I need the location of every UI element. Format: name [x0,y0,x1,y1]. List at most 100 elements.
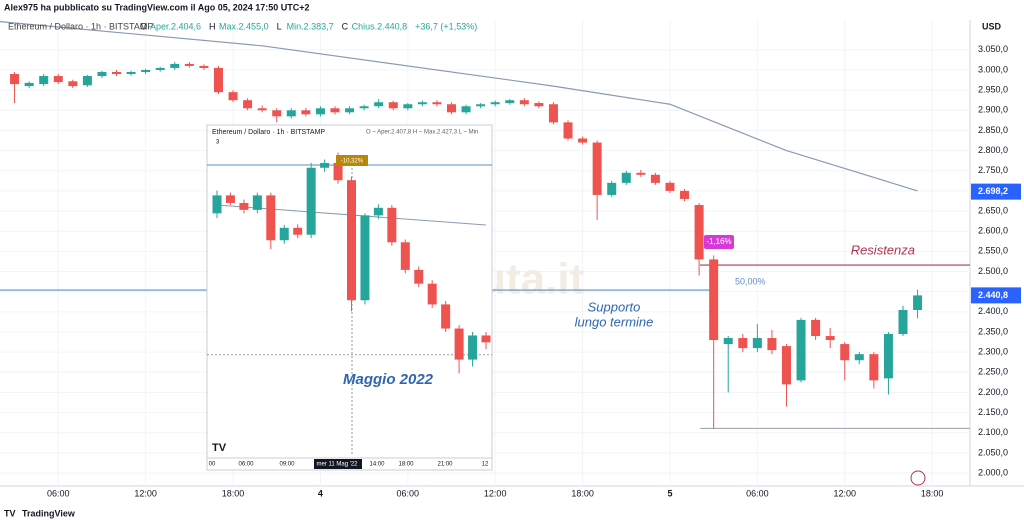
y-tick-label: 2.950,0 [978,85,1008,95]
inset-candle-body [306,167,316,235]
x-tick-label: 4 [318,488,323,498]
inset-x-tick-label: 12 [482,462,489,468]
inset-candle-body [360,215,370,301]
candle-body [723,338,733,345]
symbol: Ethereum / Dollaro · 1h · BITSTAMP [8,21,153,31]
candle-body [650,174,660,183]
candle-body [184,63,194,66]
candle-body [301,110,311,115]
inset-x-tick-label: 14:00 [369,462,385,468]
inset-x-highlight [314,459,362,469]
last-price-tag: 2.440,8 [978,290,1008,300]
y-tick-label: 2.500,0 [978,266,1008,276]
y-tick-label: 2.750,0 [978,165,1008,175]
candle-body [359,106,369,109]
candle-body [811,319,821,337]
inset-chart: Ethereum / Dollaro · 1h · BITSTAMP O ~ Ap… [206,124,493,471]
candle-body [257,108,267,111]
y-tick-label: 2.600,0 [978,226,1008,236]
candle-body [752,338,762,349]
inset-candle-body [212,195,222,214]
candle-body [781,346,791,385]
inset-candle-body [320,162,330,168]
candle-body [461,106,471,113]
ohlc-value: Max.2.455,0 [219,21,269,31]
candle-body [97,71,107,77]
candle-body [199,65,209,68]
inset-candle-body [266,195,276,241]
candle-body [636,172,646,175]
inset-annotation: Maggio 2022 [343,371,434,388]
y-tick-label: 2.800,0 [978,145,1008,155]
inset-pct: -10,32% [341,159,364,165]
inset-candle-body [225,195,235,203]
y-tick-label: 2.900,0 [978,105,1008,115]
candle-body [534,103,544,107]
candle-body [403,104,413,109]
candle-body [767,338,777,351]
drop-tag: -1,16% [706,237,731,246]
inset-x-tick-label: 21:00 [437,462,453,468]
x-tick-label: 12:00 [484,488,507,498]
ma-price-tag-bg [971,183,1021,200]
candle-body [24,82,34,87]
candle-body [141,69,151,72]
y-tick-label: 3.000,0 [978,64,1008,74]
candle-body [869,354,879,381]
y-tick-label: 2.250,0 [978,367,1008,377]
y-tick-label: 2.550,0 [978,246,1008,256]
candle-body [374,102,384,107]
candle-body [563,122,573,139]
candle-body [490,102,500,105]
candle-body [112,71,122,75]
candle-body [447,104,457,113]
candle-body [126,71,136,75]
inset-candle-body [347,180,356,301]
inset-candle-body [252,195,262,210]
ohlc-key: O [140,21,147,31]
ohlc-key: H [209,21,216,31]
y-tick-label: 2.100,0 [978,427,1008,437]
y-tick-label: 2.850,0 [978,125,1008,135]
candle-body [213,67,223,93]
candle-body [155,67,165,70]
candle-body [53,76,63,83]
candle-body [665,182,675,191]
inset-candle-body [468,335,478,360]
candle-body [330,108,340,113]
candle-body [854,354,864,361]
inset-legend: O ~ Aper.2.407,8 H ~ Max.2.427,3 L ~ Min [366,130,478,136]
candle-body [228,92,238,101]
inset-candle-body [293,227,303,235]
candle-body [345,108,355,113]
candle-body [315,108,325,115]
ohlc-value: Min.2.383,7 [287,21,334,31]
inset-candle-body [373,207,383,216]
ohlc-value: Chius.2.440,8 [352,21,408,31]
candle-body [621,172,631,183]
candle-body [840,344,850,361]
inset-logo: TV [212,442,227,454]
resistance-label: Resistenza [851,243,915,258]
y-tick-label: 2.200,0 [978,387,1008,397]
y-tick-label: 2.150,0 [978,407,1008,417]
candle-body [680,190,690,199]
candle-body [883,334,893,379]
candle-body [913,295,923,310]
support-label: lungo termine [575,315,654,330]
inset-x-tick-label: 06:00 [238,462,254,468]
author-line: Alex975 ha pubblicato su TradingView.com… [4,2,310,12]
candle-body [548,104,558,123]
candle-body [505,100,515,104]
footer-logo: TV [4,508,16,518]
support-label: Supporto [588,300,641,315]
inset-x-tick-label: 18:00 [398,462,414,468]
inset-scale: 3 [216,140,220,146]
currency: USD [982,21,1002,31]
inset-candle-body [481,335,491,343]
inset-candle-body [414,269,424,284]
candle-body [68,81,78,87]
ohlc-key: L [277,21,282,31]
inset-candle-body [387,207,397,243]
